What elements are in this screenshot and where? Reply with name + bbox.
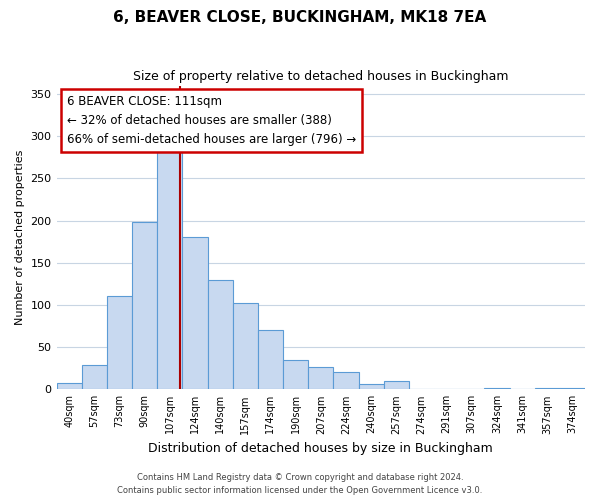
Bar — [107, 296, 132, 390]
Bar — [334, 372, 359, 390]
Bar — [283, 360, 308, 390]
Bar — [233, 303, 258, 390]
Bar — [535, 388, 560, 390]
Bar — [258, 330, 283, 390]
X-axis label: Distribution of detached houses by size in Buckingham: Distribution of detached houses by size … — [148, 442, 493, 455]
Bar — [383, 381, 409, 390]
Bar — [182, 236, 208, 390]
Bar — [359, 384, 383, 390]
Bar — [56, 384, 82, 390]
Bar — [82, 365, 107, 390]
Bar — [560, 388, 585, 390]
Bar — [157, 142, 182, 390]
Bar — [484, 388, 509, 390]
Text: 6, BEAVER CLOSE, BUCKINGHAM, MK18 7EA: 6, BEAVER CLOSE, BUCKINGHAM, MK18 7EA — [113, 10, 487, 25]
Text: 6 BEAVER CLOSE: 111sqm
← 32% of detached houses are smaller (388)
66% of semi-de: 6 BEAVER CLOSE: 111sqm ← 32% of detached… — [67, 94, 356, 146]
Title: Size of property relative to detached houses in Buckingham: Size of property relative to detached ho… — [133, 70, 509, 83]
Text: Contains HM Land Registry data © Crown copyright and database right 2024.
Contai: Contains HM Land Registry data © Crown c… — [118, 474, 482, 495]
Bar — [308, 366, 334, 390]
Y-axis label: Number of detached properties: Number of detached properties — [15, 150, 25, 325]
Bar — [132, 222, 157, 390]
Bar — [208, 280, 233, 390]
